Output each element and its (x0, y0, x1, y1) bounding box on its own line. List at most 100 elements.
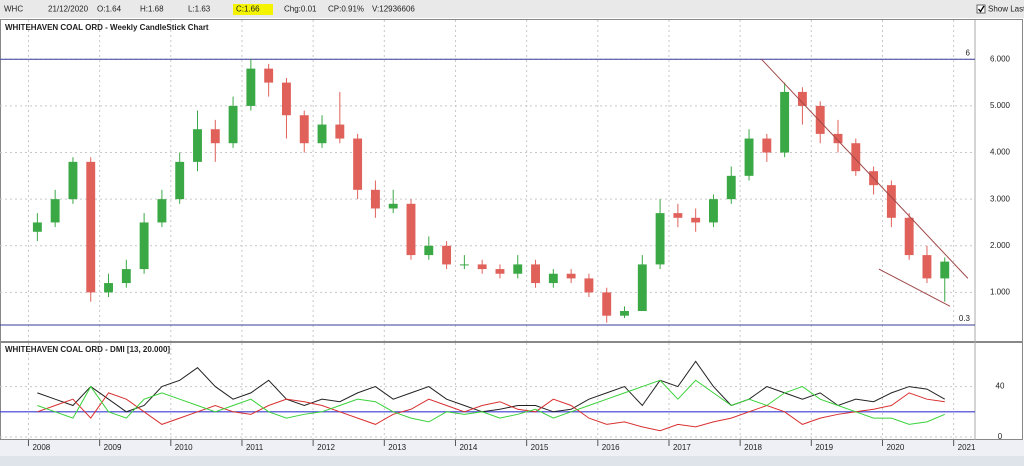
trendline (878, 268, 951, 307)
x-tick-label: 2017 (673, 443, 691, 452)
candle-body (548, 273, 558, 284)
candle-body (744, 138, 754, 176)
dmi-line (37, 392, 945, 432)
y-tick-label: 2.000 (990, 241, 1011, 250)
x-tick-label: 2012 (317, 443, 335, 452)
candle-body (709, 199, 718, 223)
candle-body (68, 161, 78, 200)
candle-body (531, 264, 540, 284)
candle-body (602, 292, 612, 316)
change-pct: CP:0.91% (328, 5, 364, 14)
y-tick-label: 0 (998, 432, 1003, 441)
candle-body (282, 82, 291, 116)
x-tick-label: 2016 (602, 443, 620, 452)
candle-body (50, 199, 60, 223)
close: C:1.66 (236, 5, 260, 14)
candle-body (940, 261, 950, 279)
volume: V:12936606 (372, 5, 415, 14)
show-last[interactable]: Show Last (988, 5, 1024, 14)
candle-body (388, 203, 398, 209)
candle-body (584, 278, 594, 293)
candle-body (726, 175, 736, 200)
candle-body (833, 133, 843, 144)
x-tick-label: 2013 (388, 443, 406, 452)
level-label: 0.3 (959, 314, 971, 323)
dmi-panel (0, 342, 1023, 440)
candle-body (673, 213, 683, 218)
candle-body (886, 185, 896, 218)
check (977, 5, 985, 13)
candle-body (637, 264, 647, 312)
candle-body (32, 222, 42, 232)
candle-body (762, 138, 772, 153)
dmi-line (37, 379, 945, 425)
x-tick-label: 2015 (531, 443, 549, 452)
candle-body (904, 217, 914, 256)
candle-body (86, 161, 96, 293)
candle-body (495, 269, 505, 274)
price-panel (0, 19, 1023, 342)
y-tick-label: 6.000 (990, 54, 1011, 63)
candle-body (104, 283, 113, 293)
candle-body (228, 105, 238, 144)
x-tick-label: 2018 (744, 443, 762, 452)
x-axis-bar (0, 440, 1024, 456)
candle-body (851, 143, 861, 172)
price-title: WHITEHAVEN COAL ORD - Weekly CandleStick… (5, 23, 209, 32)
candle-body (513, 264, 523, 274)
candle-body (797, 91, 807, 106)
candle-body (210, 129, 220, 144)
candle-body (335, 124, 345, 139)
candle-body (620, 311, 629, 316)
symbol: WHC (4, 5, 23, 14)
candle-body (193, 129, 202, 162)
x-tick-label: 2020 (886, 443, 904, 452)
high: H:1.68 (140, 5, 164, 14)
candle-body (442, 245, 452, 265)
x-tick-label: 2010 (175, 443, 193, 452)
y-tick-label: 1.000 (990, 287, 1011, 296)
dmi-title: WHITEHAVEN COAL ORD - DMI [13, 20.000] (5, 345, 170, 354)
y-tick-label: 4.000 (990, 148, 1011, 157)
y-tick-label: 5.000 (990, 101, 1011, 110)
candle-body (175, 161, 185, 200)
candle-body (406, 203, 416, 256)
x-tick-label: 2009 (104, 443, 122, 452)
candle-body (815, 105, 825, 134)
x-tick-label: 2011 (246, 443, 264, 452)
candle-body (157, 199, 167, 223)
level-label: 6 (966, 48, 971, 57)
low: L:1.63 (188, 5, 211, 14)
trendline (761, 58, 969, 279)
y-tick-label: 40 (996, 382, 1005, 391)
candle-body (299, 115, 309, 144)
candle-body (459, 264, 469, 266)
date: 21/12/2020 (48, 5, 89, 14)
x-tick-label: 2021 (958, 443, 976, 452)
show-last-checkbox[interactable] (976, 4, 986, 14)
candle-body (691, 217, 701, 223)
candle-body (121, 269, 131, 284)
candle-body (246, 68, 256, 106)
candle-body (655, 213, 665, 265)
x-tick-label: 2014 (459, 443, 477, 452)
candle-body (264, 68, 274, 83)
candle-body (477, 264, 487, 270)
candle-body (317, 124, 327, 144)
dmi-line (37, 360, 946, 413)
close-highlight (233, 4, 273, 15)
candle-body (566, 273, 576, 279)
x-tick-label: 2008 (32, 443, 50, 452)
candle-body (139, 222, 149, 270)
candle-body (424, 245, 434, 256)
candle-body (353, 138, 363, 190)
x-tick-label: 2019 (815, 443, 833, 452)
change: Chg:0.01 (284, 5, 317, 14)
y-tick-label: 3.000 (990, 194, 1011, 203)
candle-body (780, 91, 790, 153)
candle-body (370, 189, 380, 209)
open: O:1.64 (97, 5, 122, 14)
candle-body (922, 255, 932, 279)
scroll-bar (0, 456, 1024, 466)
